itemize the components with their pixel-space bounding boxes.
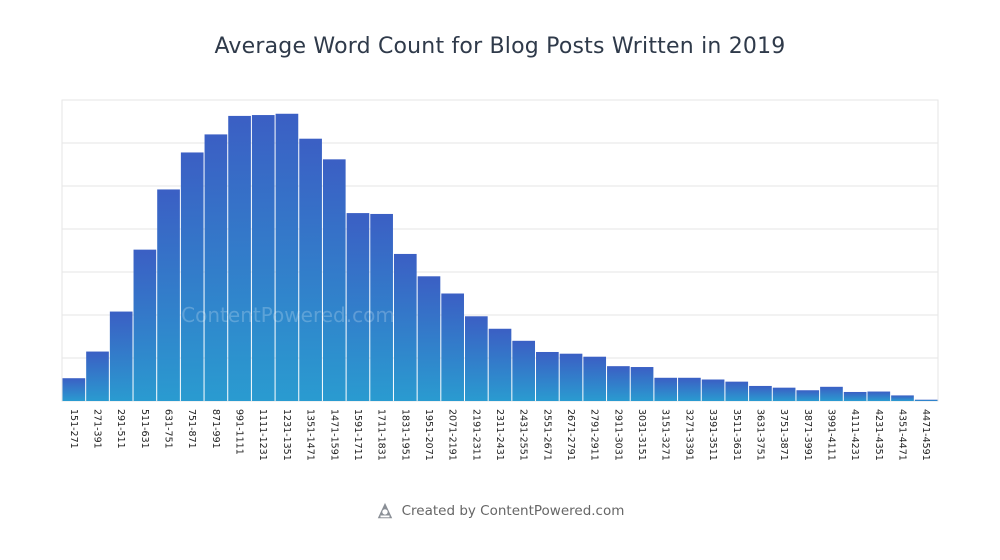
watermark: ContentPowered.com	[181, 303, 395, 327]
x-tick-label: 4351-4471	[896, 409, 907, 461]
x-tick-label: 2311-2431	[494, 409, 505, 461]
x-tick-label: 1591-1711	[352, 409, 363, 461]
bar-3391-3511	[701, 379, 725, 401]
bar-4351-4471	[891, 395, 914, 401]
x-tick-label: 3751-3871	[778, 409, 789, 461]
bar-1711-1831	[370, 213, 393, 401]
bar-4231-4351	[867, 391, 891, 401]
x-tick-label: 1351-1471	[305, 409, 316, 461]
x-tick-label: 3271-3391	[683, 409, 694, 461]
bar-631-751	[157, 189, 180, 401]
contentpowered-logo-icon	[377, 502, 392, 519]
x-tick-label: 4471-4591	[920, 409, 931, 461]
footer-text: Created by ContentPowered.com	[401, 503, 625, 519]
x-tick-label: 3991-4111	[825, 409, 836, 461]
bar-3871-3991	[796, 390, 820, 401]
bar-2191-2311	[464, 316, 488, 401]
bar-1831-1951	[393, 253, 417, 401]
bar-2551-2671	[536, 351, 559, 401]
x-tick-label: 2671-2791	[565, 409, 576, 461]
x-tick-label: 1471-1591	[328, 409, 339, 461]
x-tick-label: 1831-1951	[399, 409, 410, 461]
x-tick-label: 2191-2311	[470, 409, 481, 461]
x-tick-label: 3871-3991	[802, 409, 813, 461]
x-tick-label: 2551-2671	[541, 409, 552, 461]
bar-151-271	[62, 378, 86, 401]
x-tick-label: 3631-3751	[754, 409, 765, 461]
x-tick-label: 3151-3271	[660, 409, 671, 461]
bar-2431-2551	[512, 340, 536, 401]
bar-4111-4231	[843, 391, 867, 401]
bar-751-871	[180, 152, 204, 401]
bar-2311-2431	[488, 328, 512, 401]
bar-3991-4111	[820, 386, 843, 401]
bar-2071-2191	[441, 293, 464, 401]
bar-3271-3391	[678, 377, 701, 401]
x-tick-label: 2071-2191	[447, 409, 458, 461]
bars	[62, 113, 938, 402]
bar-chart: ContentPowered.com 151-271 271-391 291-511…	[61, 99, 939, 461]
x-tick-label: 751-871	[186, 409, 197, 449]
x-tick-label: 991-1111	[234, 409, 245, 455]
bar-3031-3151	[630, 367, 654, 401]
bar-511-631	[133, 249, 157, 401]
x-tick-label: 2911-3031	[612, 409, 623, 461]
x-tick-label: 2431-2551	[518, 409, 529, 461]
x-tick-label: 1111-1231	[257, 409, 268, 461]
x-tick-label: 4111-4231	[849, 409, 860, 461]
x-tick-label: 871-991	[210, 409, 221, 449]
bar-3751-3871	[772, 387, 796, 401]
bar-3151-3271	[654, 377, 678, 401]
bar-1591-1711	[346, 213, 370, 401]
x-tick-label: 631-751	[163, 409, 174, 449]
bar-991-1111	[228, 115, 251, 401]
bar-271-391	[86, 351, 109, 401]
x-tick-label: 2791-2911	[589, 409, 600, 461]
bar-291-511	[109, 311, 133, 401]
x-tick-label: 271-391	[92, 409, 103, 449]
bar-3631-3751	[749, 385, 772, 401]
footer-credit: Created by ContentPowered.com	[0, 500, 1000, 522]
bar-2911-3031	[607, 366, 630, 401]
x-tick-label: 1951-2071	[423, 409, 434, 461]
x-tick-label: 291-511	[115, 409, 126, 449]
bar-1231-1351	[275, 113, 299, 401]
bar-1351-1471	[299, 138, 322, 401]
bar-3511-3631	[725, 381, 749, 401]
bar-4471-4591	[914, 399, 938, 401]
x-tick-label: 4231-4351	[873, 409, 884, 461]
chart-title: Average Word Count for Blog Posts Writte…	[214, 34, 786, 59]
x-tick-label: 3031-3151	[636, 409, 647, 461]
bar-1951-2071	[417, 276, 441, 401]
bar-1471-1591	[322, 159, 346, 401]
x-tick-label: 151-271	[68, 409, 79, 449]
x-tick-label: 1711-1831	[376, 409, 387, 461]
x-tick-label: 511-631	[139, 409, 150, 449]
x-tick-label: 1231-1351	[281, 409, 292, 461]
x-tick-labels: 151-271 271-391 291-511 511-631 631-751 751-8…	[68, 409, 931, 461]
bar-2791-2911	[583, 356, 607, 401]
bar-1111-1231	[251, 115, 275, 402]
bar-871-991	[204, 134, 228, 401]
x-tick-label: 3511-3631	[731, 409, 742, 461]
bar-2671-2791	[559, 353, 583, 401]
x-tick-label: 3391-3511	[707, 409, 718, 461]
